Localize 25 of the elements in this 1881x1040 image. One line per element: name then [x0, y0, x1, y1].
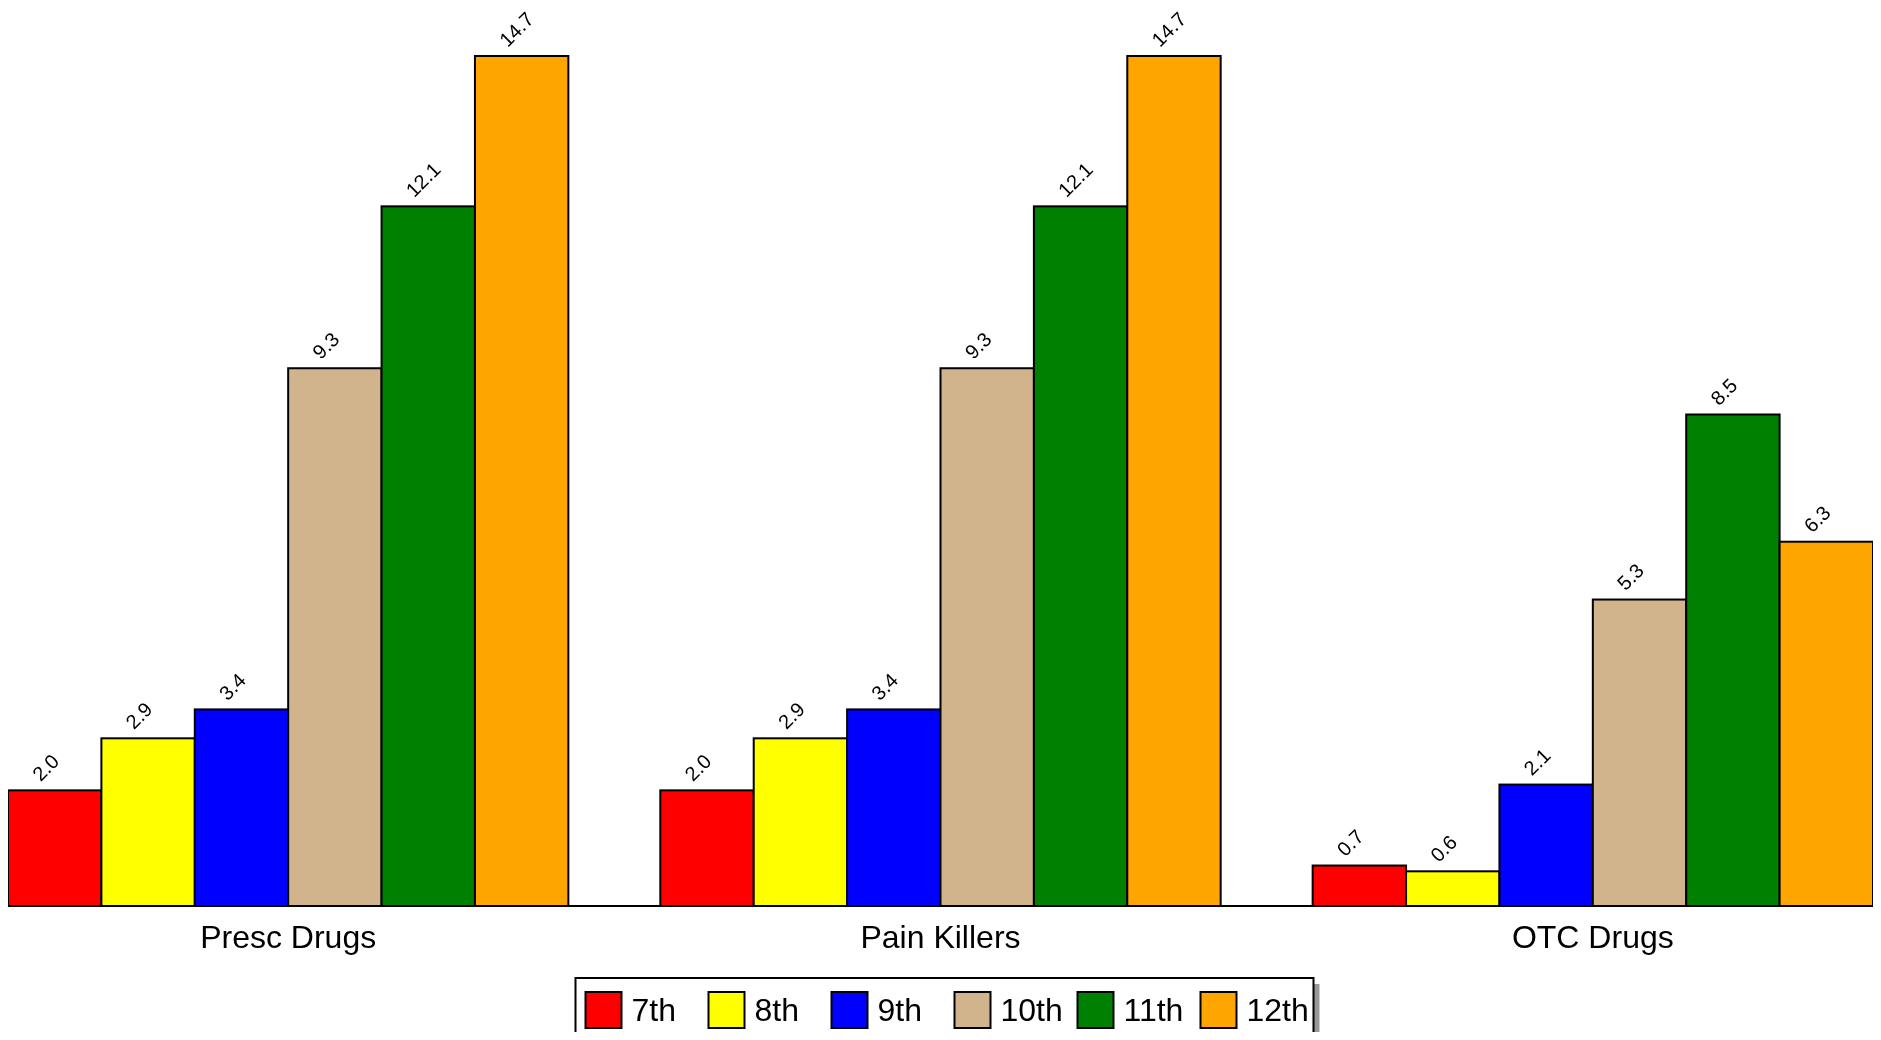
x-tick-label: Presc Drugs — [200, 919, 377, 955]
legend-label: 11th — [1123, 992, 1184, 1028]
legend-label: 7th — [631, 992, 676, 1028]
data-label: 3.4 — [214, 669, 250, 705]
legend-label: 8th — [754, 992, 799, 1028]
data-label: 2.1 — [1519, 744, 1555, 780]
x-tick-label: OTC Drugs — [1511, 919, 1674, 955]
data-label: 0.7 — [1332, 825, 1368, 861]
legend-label: 12th — [1246, 992, 1309, 1028]
data-label: 12.1 — [1053, 158, 1097, 202]
data-label: 2.0 — [680, 749, 716, 786]
data-label: 0.6 — [1426, 830, 1462, 867]
data-label: 3.4 — [867, 669, 903, 705]
data-label: 9.3 — [308, 327, 344, 364]
legend-label: 9th — [877, 992, 922, 1028]
data-label: 5.3 — [1612, 559, 1649, 595]
data-label: 8.5 — [1706, 374, 1742, 410]
x-tick-label: Pain Killers — [860, 919, 1021, 955]
data-label: 2.9 — [773, 697, 809, 734]
data-label: 9.3 — [960, 327, 996, 364]
legend-label: 10th — [1000, 992, 1063, 1028]
data-label: 2.9 — [121, 697, 157, 734]
data-label: 6.3 — [1799, 501, 1835, 537]
data-label: 2.0 — [27, 749, 64, 786]
data-label: 12.1 — [401, 158, 445, 202]
